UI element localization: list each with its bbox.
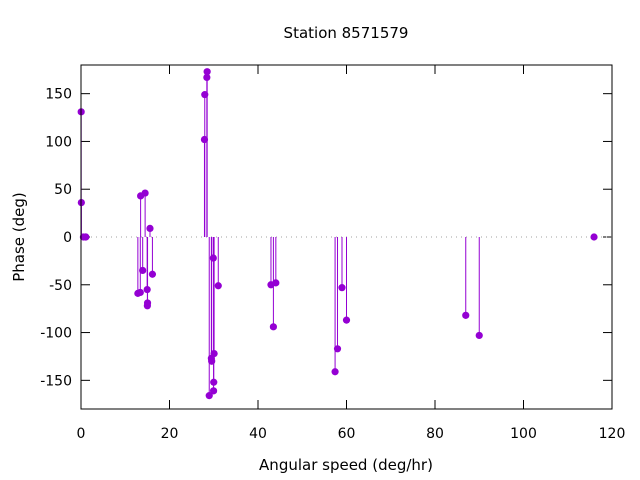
- data-point: [209, 254, 217, 262]
- plot-border: [80, 64, 613, 410]
- y-tick-label: 150: [45, 87, 72, 103]
- x-tick-label: 120: [599, 426, 626, 442]
- data-point: [462, 311, 470, 319]
- data-point: [475, 331, 483, 340]
- y-axis-label: Phase (deg): [10, 192, 28, 282]
- data-point: [203, 73, 211, 82]
- data-point: [338, 284, 346, 292]
- data-point: [139, 266, 147, 275]
- axes: -150 -100 -50 0 50 100 150 0 20 40 60 80 100 120: [40, 65, 625, 442]
- data-point: [148, 270, 157, 278]
- data-point: [143, 299, 152, 307]
- data-point: [272, 279, 280, 287]
- data-point: [205, 392, 213, 400]
- x-tick-label: 40: [249, 426, 267, 442]
- chart-title: Station 8571579: [284, 24, 409, 42]
- data-point: [209, 387, 218, 395]
- x-tick-label: 0: [77, 426, 86, 442]
- x-tick-label: 20: [161, 426, 179, 442]
- data-point: [333, 345, 342, 353]
- data-point: [141, 189, 149, 197]
- data-point: [136, 288, 144, 297]
- data-point: [200, 135, 209, 144]
- data-point: [203, 68, 211, 76]
- data-point: [331, 368, 339, 376]
- y-tick-label: -50: [49, 278, 72, 294]
- x-tick-label: 60: [338, 426, 356, 442]
- y-tick-label: 100: [45, 134, 72, 150]
- y-tick-label: 0: [63, 230, 72, 246]
- data-point: [210, 378, 218, 386]
- x-tick-label: 100: [510, 426, 537, 442]
- data-point: [146, 224, 154, 232]
- x-axis-label: Angular speed (deg/hr): [259, 456, 433, 474]
- y-tick-label: 50: [54, 182, 72, 198]
- y-tick-label: -150: [40, 373, 72, 389]
- data-point: [269, 323, 277, 331]
- data-point: [201, 91, 209, 99]
- data-point: [210, 349, 218, 358]
- data-point: [590, 233, 598, 241]
- data-point: [82, 233, 90, 241]
- data-marks: [77, 68, 598, 400]
- data-point: [208, 357, 216, 365]
- data-point: [143, 285, 151, 294]
- x-tick-label: 80: [426, 426, 444, 442]
- data-point: [214, 282, 222, 290]
- y-tick-label: -100: [40, 326, 72, 342]
- data-point: [342, 316, 351, 324]
